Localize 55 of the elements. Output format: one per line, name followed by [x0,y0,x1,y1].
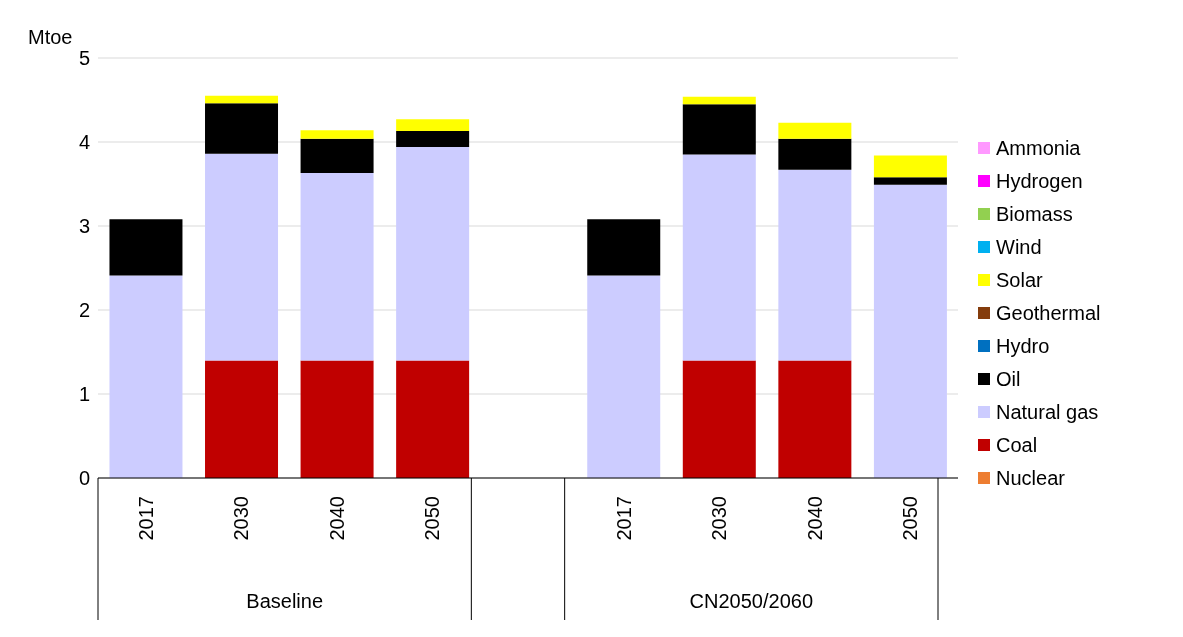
x-tick-label: 2030 [230,496,253,541]
bar [778,122,852,139]
bar [682,360,756,478]
legend-label: Wind [996,235,1042,259]
bar [587,275,661,478]
x-tick-label: 2017 [134,496,157,541]
y-tick-label: 4 [78,131,90,154]
y-tick-label: 0 [78,467,90,490]
bar [873,155,947,178]
x-tick-label: 2050 [899,496,922,541]
x-tick-label: 2040 [325,496,348,541]
legend-label: Solar [996,268,1043,292]
legend-label: Biomass [996,202,1073,226]
bar [873,184,947,478]
bar [873,177,947,185]
bar [205,95,279,104]
x-tick-label: 2030 [708,496,731,541]
bar [205,103,279,154]
y-tick-label: 3 [78,215,90,238]
legend-label: Nuclear [996,466,1065,490]
text: CN2050/2060 [689,590,814,612]
bar [396,147,470,361]
legend-label: Geothermal [996,301,1101,325]
x-tick-label: 2050 [421,496,444,541]
bar [109,275,183,478]
bar [396,119,470,132]
bar [109,219,183,276]
y-axis-title: Mtoe [28,26,73,49]
bar [396,360,470,478]
bar [300,360,374,478]
bar [682,154,756,361]
bar [205,360,279,478]
legend-label: Oil [996,367,1021,391]
legend-label: Hydro [996,334,1050,358]
bar [778,138,852,170]
y-tick-label: 5 [78,47,90,70]
legend-label: Ammonia [996,136,1081,160]
bar [587,219,661,276]
text: Baseline [246,590,324,612]
bar [778,169,852,361]
x-tick-label: 2017 [612,496,635,541]
bar [778,360,852,478]
bar [300,138,374,174]
x-tick-label: 2040 [803,496,826,541]
bar [682,96,756,105]
legend-label: Natural gas [996,400,1099,424]
y-tick-label: 2 [78,299,90,322]
y-tick-label: 1 [78,383,90,406]
legend-label: Coal [996,433,1038,457]
bar [205,153,279,361]
legend-label: Hydrogen [996,169,1083,193]
bar [682,104,756,155]
bar [396,131,470,148]
bar [300,130,374,139]
bar [300,173,374,361]
